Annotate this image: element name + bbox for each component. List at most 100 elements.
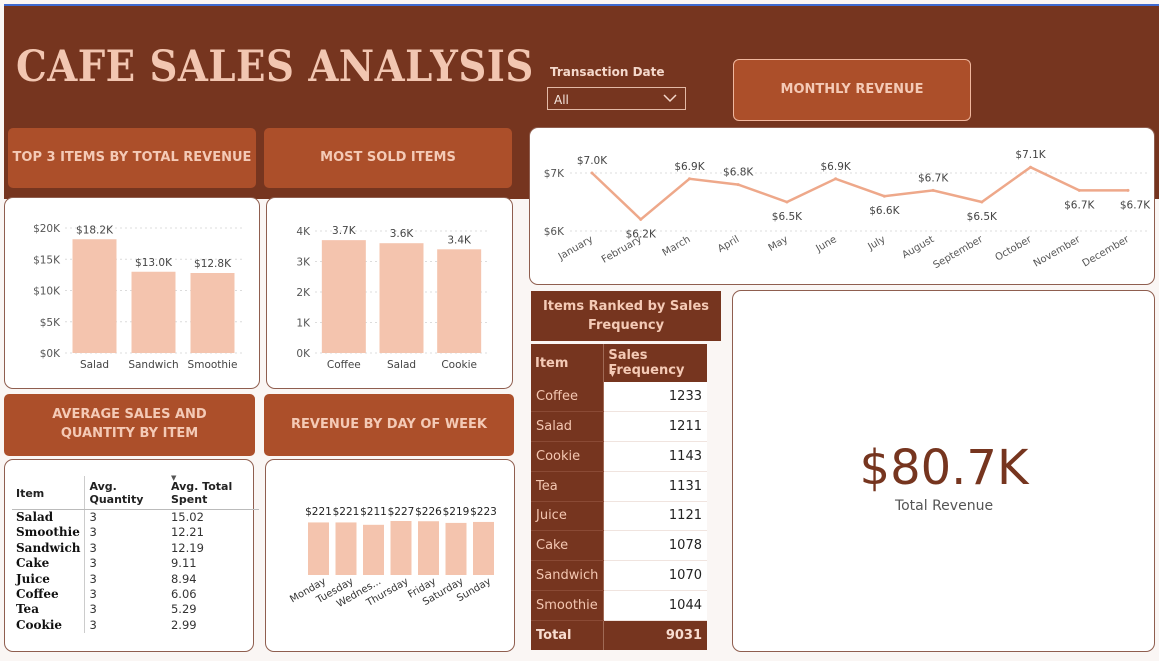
data-label: $6.9K [674, 161, 705, 173]
data-point [639, 217, 643, 221]
cell-item: Juice [531, 501, 605, 532]
kpi-card [732, 290, 1155, 652]
col-item[interactable]: Item [531, 344, 605, 382]
cell-sales-frequency: 1211 [603, 411, 707, 442]
sort-desc-icon: ▼ [609, 369, 616, 378]
data-label: $6.5K [967, 211, 998, 223]
ranked-table-title: Items Ranked by Sales Frequency [531, 291, 721, 341]
cell-item: Sandwich [531, 560, 605, 591]
bar [321, 240, 366, 353]
col-avg-total-spent-label: Avg. Total Spent [170, 480, 233, 506]
y-tick-label: 1K [296, 318, 311, 330]
table-row[interactable]: Cookie 1143 [531, 441, 707, 472]
top3-chart: $0K $5K $10K $15K $20K $18.2K Salad $13.0K Sandw… [33, 223, 242, 371]
revenue-line [591, 165, 1128, 222]
cell-item: Juice [16, 571, 50, 586]
data-point [980, 200, 984, 204]
table-row[interactable]: Coffee 1233 [531, 382, 707, 413]
col-avg-quantity[interactable]: Avg. Quantity [84, 476, 167, 510]
cell-avg-total-spent: 12.21 [170, 525, 204, 540]
data-point [834, 177, 838, 181]
slicer-value: All [554, 93, 569, 107]
data-label: $7.0K [577, 155, 608, 167]
most-sold-header: MOST SOLD ITEMS [264, 128, 512, 188]
x-tick-label: Smoothie [188, 359, 238, 371]
most-sold-chart: 0K 1K 2K 3K 4K 3.7K Coffee 3.6K Salad 3.4K Cookie [296, 225, 488, 371]
table-row[interactable]: Sandwich 1070 [531, 560, 707, 591]
cell-avg-total-spent: 2.99 [170, 617, 197, 632]
cell-avg-total-spent: 15.02 [170, 510, 204, 524]
table-row[interactable]: Cake 1078 [531, 530, 707, 561]
data-point [785, 200, 789, 204]
data-label: $6.7K [1064, 199, 1095, 211]
x-tick-label: October [993, 234, 1034, 264]
chevron-down-icon [663, 92, 677, 107]
cell-item: Tea [531, 471, 605, 502]
bar [473, 521, 494, 575]
cell-avg-total-spent: 6.06 [170, 587, 197, 602]
data-label: $221 [305, 506, 332, 518]
table-row[interactable]: Juice 1121 [531, 501, 707, 532]
top3-chart-card: $0K $5K $10K $15K $20K $18.2K Salad $13.0K Sandw… [4, 197, 260, 389]
cell-sales-frequency: 1121 [603, 501, 707, 532]
avg-sales-header: AVERAGE SALES AND QUANTITY BY ITEM [4, 394, 255, 456]
bar [390, 521, 412, 575]
cell-sales-frequency: 1233 [603, 382, 707, 413]
data-label: $13.0K [135, 257, 173, 269]
cell-item: Cake [16, 556, 50, 571]
cell-sales-frequency: 1070 [603, 560, 707, 591]
data-label: $6.2K [626, 228, 657, 240]
cell-item: Cake [531, 530, 605, 561]
col-item[interactable]: Item [12, 476, 85, 510]
data-point [590, 171, 594, 175]
transaction-date-slicer[interactable]: All [547, 87, 686, 110]
cell-item: Smoothie [16, 525, 80, 540]
data-point [736, 183, 740, 187]
x-tick-label: August [900, 234, 936, 261]
table-row[interactable]: Smoothie 1044 [531, 590, 707, 621]
data-point [882, 194, 886, 198]
y-tick-label: $0K [40, 348, 61, 360]
cell-avg-quantity: 3 [84, 556, 167, 572]
cell-avg-quantity: 3 [84, 571, 167, 588]
cell-avg-total-spent: 8.94 [170, 571, 197, 586]
table-row[interactable]: Tea 1131 [531, 471, 707, 502]
cell-avg-quantity: 3 [84, 617, 167, 634]
x-tick-label: April [716, 234, 741, 255]
cell-item: Smoothie [531, 590, 605, 621]
cell-avg-quantity: 3 [84, 525, 167, 541]
bar [335, 522, 357, 575]
monthly-revenue-header: MONTHLY REVENUE [733, 59, 971, 121]
data-label: $6.7K [918, 172, 949, 184]
col-sales-frequency[interactable]: Sales Frequency ▼ [603, 344, 707, 382]
cell-item: Coffee [16, 587, 59, 602]
cell-sales-frequency: 1044 [603, 590, 707, 621]
data-label: 3.4K [447, 234, 472, 246]
x-tick-label: June [813, 234, 838, 255]
cell-item: Salad [16, 510, 54, 524]
bar [72, 239, 117, 353]
y-tick-label: 2K [296, 287, 311, 299]
banner-top-border [4, 4, 1159, 6]
total-revenue-label: Total Revenue [894, 498, 994, 514]
data-label: $6.7K [1120, 199, 1151, 211]
table-row[interactable]: Salad 1211 [531, 411, 707, 442]
data-label: 3.6K [390, 228, 415, 240]
table-row: Smoothie 3 12.21 [12, 525, 259, 541]
sort-desc-icon: ▼ [170, 474, 177, 482]
x-tick-label: September [932, 234, 986, 272]
col-avg-total-spent[interactable]: Avg. Total Spent ▼ [166, 474, 259, 510]
y-tick-label: $6K [544, 226, 565, 238]
cell-avg-quantity: 3 [84, 602, 167, 618]
data-label: $227 [388, 506, 415, 518]
bar [418, 521, 439, 575]
data-point [931, 188, 935, 192]
cell-avg-quantity: 3 [84, 587, 167, 603]
table-row: Cookie 3 2.99 [12, 617, 259, 634]
data-label: $223 [470, 506, 497, 518]
table-row: Cake 3 9.11 [12, 556, 259, 572]
total-label: Total [531, 620, 605, 650]
bar [379, 243, 424, 353]
bar [131, 271, 176, 353]
data-point [1077, 188, 1081, 192]
